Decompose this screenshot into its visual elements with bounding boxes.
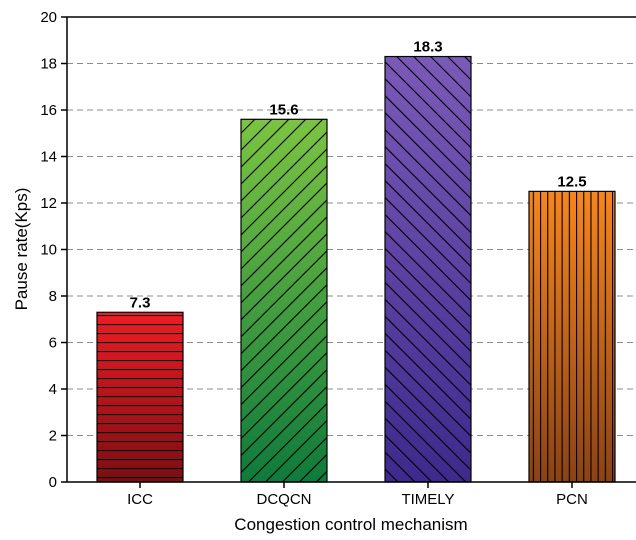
y-tick-label: 0 bbox=[49, 474, 57, 491]
x-tick-label: DCQCN bbox=[257, 491, 312, 508]
y-tick-label: 4 bbox=[49, 381, 57, 398]
bars bbox=[96, 55, 616, 483]
y-tick-label: 8 bbox=[49, 288, 57, 305]
data-labels: 7.3 15.6 18.3 12.5 bbox=[130, 39, 587, 312]
y-axis-title: Pause rate(Kps) bbox=[12, 188, 31, 311]
x-tick-label: TIMELY bbox=[401, 491, 454, 508]
y-ticks: 0 2 4 6 8 10 12 14 16 18 20 bbox=[40, 9, 67, 491]
y-tick-label: 10 bbox=[40, 242, 57, 259]
x-tick-label: ICC bbox=[127, 491, 153, 508]
data-label: 18.3 bbox=[413, 39, 442, 56]
x-axis-title: Congestion control mechanism bbox=[234, 515, 467, 534]
y-tick-label: 6 bbox=[49, 335, 57, 352]
bar-hatch-dcqcn bbox=[240, 118, 328, 483]
x-ticks: ICC DCQCN TIMELY PCN bbox=[127, 482, 588, 508]
bar-hatch-icc bbox=[96, 311, 184, 483]
data-label: 12.5 bbox=[557, 173, 586, 190]
bar-hatch-timely bbox=[384, 55, 472, 483]
y-tick-label: 2 bbox=[49, 428, 57, 445]
data-label: 15.6 bbox=[269, 101, 298, 118]
y-tick-label: 12 bbox=[40, 195, 57, 212]
y-tick-label: 20 bbox=[40, 9, 57, 26]
bar-hatch-pcn bbox=[528, 190, 616, 483]
data-label: 7.3 bbox=[130, 294, 151, 311]
x-tick-label: PCN bbox=[556, 491, 588, 508]
y-tick-label: 18 bbox=[40, 56, 57, 73]
y-tick-label: 16 bbox=[40, 102, 57, 119]
y-tick-label: 14 bbox=[40, 149, 57, 166]
